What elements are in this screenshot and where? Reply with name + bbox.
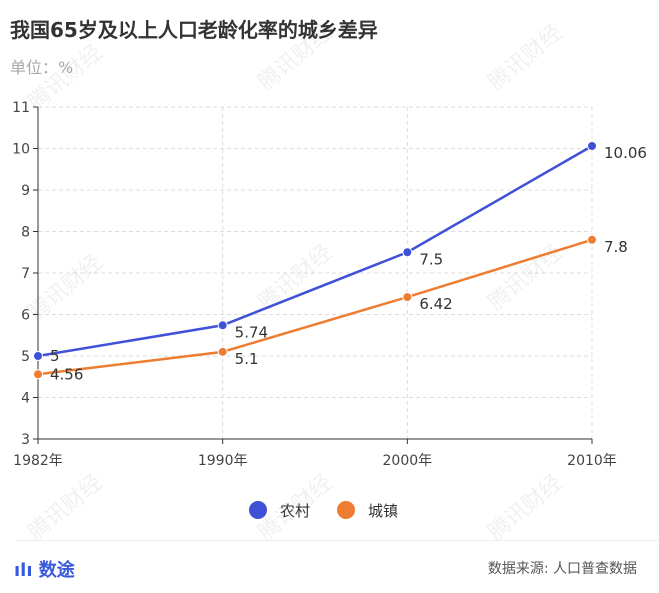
- data-label: 5: [50, 347, 60, 365]
- y-tick-label: 11: [12, 100, 30, 116]
- data-label: 7.8: [604, 238, 628, 256]
- y-tick-label: 3: [21, 432, 30, 448]
- series-line-城镇: [37, 238, 593, 376]
- data-point: [33, 351, 43, 361]
- divider: [16, 540, 659, 541]
- brand-name: 数途: [38, 560, 75, 581]
- data-label: 5.1: [235, 350, 259, 368]
- data-label: 10.06: [604, 144, 647, 162]
- x-tick-label: 1982年: [13, 453, 63, 469]
- brand-logo: ılı 数途: [14, 556, 75, 582]
- y-tick-label: 4: [21, 391, 30, 407]
- data-label: 6.42: [419, 295, 452, 313]
- legend-label: 农村: [280, 502, 310, 520]
- x-tick-label: 2000年: [383, 453, 433, 469]
- y-tick-label: 5: [21, 349, 30, 365]
- data-point: [217, 346, 228, 357]
- line-chart: 3 4 5 6 7 8 9 10 11 1982年 1990年 2000年 2010年 5 5.74 7.5 1…: [12, 100, 647, 520]
- data-point: [33, 369, 43, 380]
- unit-label: 单位：%: [10, 58, 74, 77]
- data-point: [217, 320, 228, 331]
- legend-label: 城镇: [368, 502, 398, 520]
- data-source: 数据来源: 人口普查数据: [487, 561, 637, 577]
- data-point: [402, 292, 413, 303]
- data-label: 4.56: [50, 365, 83, 383]
- y-tick-label: 8: [21, 225, 30, 241]
- y-tick-label: 7: [21, 266, 30, 282]
- y-tick-label: 9: [21, 183, 30, 199]
- data-point: [587, 234, 597, 245]
- y-tick-label: 6: [21, 308, 30, 324]
- data-point: [587, 141, 597, 152]
- legend-marker: [337, 501, 355, 519]
- x-tick-label: 1990年: [198, 453, 248, 469]
- series-line-农村: [37, 144, 593, 358]
- y-tick-label: 10: [12, 142, 30, 158]
- x-tick-label: 2010年: [567, 453, 617, 469]
- data-label: 7.5: [419, 250, 443, 268]
- data-label: 5.74: [235, 323, 268, 341]
- data-point: [402, 247, 413, 258]
- chart-title: 我国65岁及以上人口老龄化率的城乡差异: [10, 18, 378, 42]
- bar-chart-icon: ılı: [14, 560, 33, 581]
- legend-marker: [249, 501, 267, 519]
